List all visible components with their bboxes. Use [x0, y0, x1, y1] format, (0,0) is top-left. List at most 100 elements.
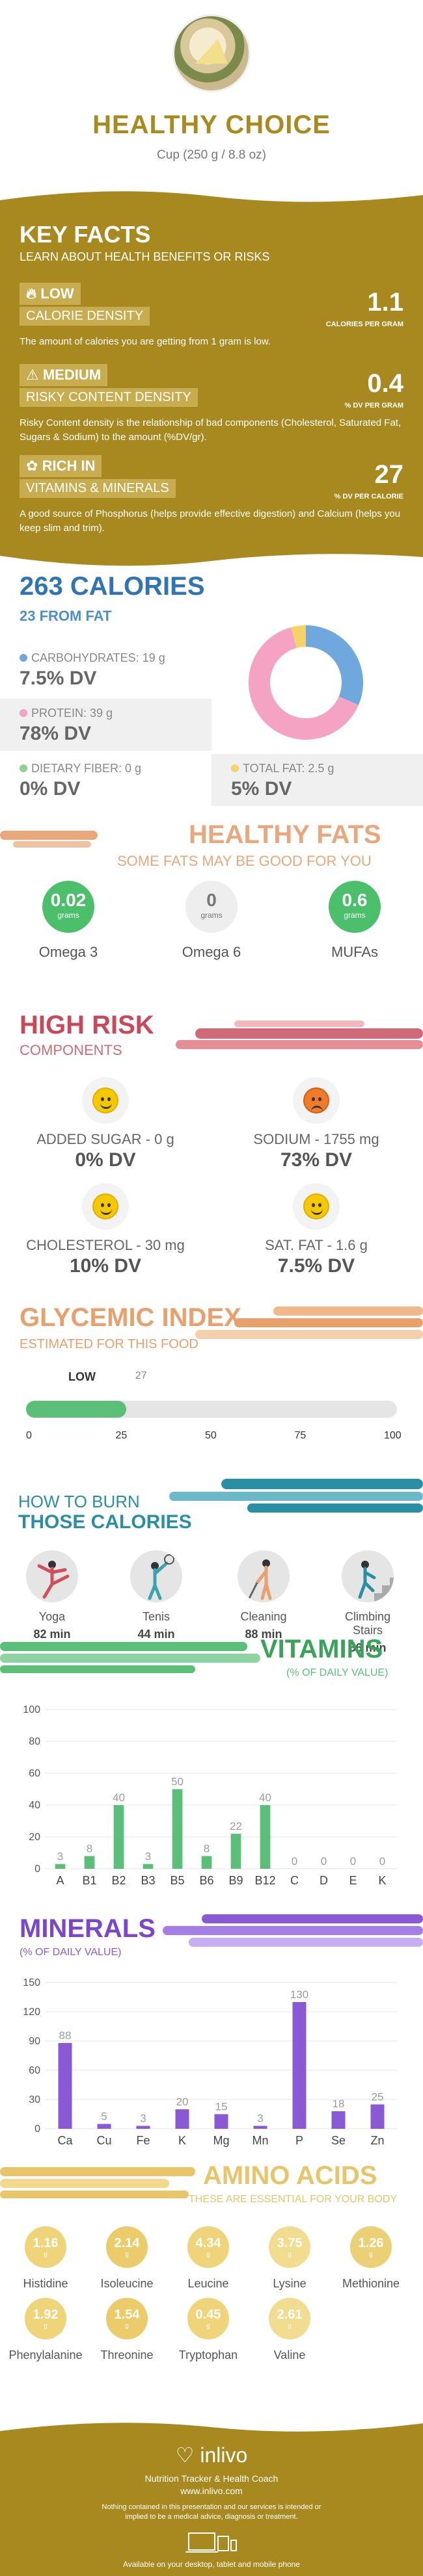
y-tick-label: 150: [23, 1977, 40, 1988]
healthy-fats-subtitle: SOME FATS MAY BE GOOD FOR YOU: [117, 853, 372, 869]
bar-Se: [331, 2111, 346, 2129]
amino-label: Valine: [273, 2348, 306, 2361]
x-tick-label: D: [320, 1874, 328, 1887]
y-tick-label: 0: [34, 2124, 40, 2135]
fact-vitamins-minerals: ✿ RICH IN VITAMINS & MINERALS 27 % DV PE…: [20, 455, 410, 536]
activity-climbing-stairs: Climbing Stairs 56 min: [329, 1550, 407, 1655]
page-title: HEALTHY CHOICE: [92, 111, 331, 139]
y-tick-label: 40: [29, 1800, 40, 1811]
amino-value: 3.75 g: [269, 2226, 310, 2268]
bar-value-label: 40: [113, 1791, 125, 1804]
wave-top: [0, 189, 423, 202]
sat-fat-dv: 7.5% DV: [277, 1255, 355, 1277]
key-facts-title: KEY FACTS: [20, 221, 151, 248]
bar-K: [175, 2109, 189, 2129]
amino-phenylalanine: 1.92 g Phenylalanine: [7, 2298, 85, 2362]
donut-slice-carbs: [306, 625, 363, 705]
omega3-label: Omega 3: [38, 944, 98, 960]
x-tick-label: Zn: [370, 2134, 384, 2147]
footer-disclaimer: Nothing contained in this presentation a…: [102, 2503, 321, 2521]
fact-calorie-density: 🔥︎ LOW CALORIE DENSITY 1.1 CALORIES PER …: [20, 283, 410, 349]
glycemic-tick: 100: [384, 1430, 402, 1441]
x-tick-label: B12: [254, 1874, 275, 1887]
bar-value-label: 0: [292, 1855, 297, 1867]
bar-Ca: [58, 2043, 72, 2129]
amino-value: 1.26 g: [350, 2226, 392, 2268]
glycemic-decor: [195, 1307, 423, 1339]
carbs-dot: [20, 654, 27, 662]
header: HEALTHY CHOICE Cup (250 g / 8.8 oz): [0, 0, 423, 163]
minerals-title: MINERALS: [20, 1914, 156, 1943]
bar-value-label: 18: [333, 2098, 345, 2110]
fact-value: 1.1: [367, 288, 403, 317]
nutrient-dv: 5% DV: [231, 778, 292, 800]
serving-size: Cup (250 g / 8.8 oz): [157, 148, 266, 162]
happy-face-icon: [82, 1183, 129, 1230]
happy-face-icon: [293, 1183, 340, 1230]
x-tick-label: E: [349, 1874, 357, 1887]
omega6-value: 0 grams: [185, 881, 238, 933]
bar-value-label: 5: [101, 2111, 107, 2123]
added-sugar-dv: 0% DV: [75, 1149, 136, 1171]
nutrient-fiber: DIETARY FIBER: 0 g 0% DV: [0, 754, 212, 806]
vitamins-title: VITAMINS: [260, 1635, 383, 1663]
sodium-dv: 73% DV: [280, 1149, 353, 1171]
leaf-icon: ✿: [26, 458, 38, 474]
amino-subtitle: THESE ARE ESSENTIAL FOR YOUR BODY: [189, 2194, 398, 2205]
bar-value-label: 3: [140, 2113, 146, 2125]
x-tick-label: K: [378, 1874, 386, 1887]
mufas-value: 0.6 grams: [329, 881, 381, 933]
fiber-dot: [20, 764, 27, 772]
fact-level: 🔥︎ LOW: [20, 283, 81, 305]
protein-dot: [20, 709, 27, 717]
amino-value: 2.61 g: [269, 2298, 310, 2339]
glycemic-title: GLYCEMIC INDEX: [20, 1303, 241, 1332]
amino-value: 1.54 g: [106, 2298, 148, 2339]
food-image: [172, 14, 251, 92]
y-tick-label: 60: [29, 1768, 40, 1779]
amino-title: AMINO ACIDS: [203, 2161, 377, 2190]
bar-Mn: [253, 2126, 267, 2129]
minerals-decor: [163, 1914, 423, 1947]
happy-face-icon: [82, 1077, 129, 1124]
x-tick-label: Mg: [213, 2134, 229, 2147]
x-tick-label: B2: [111, 1874, 126, 1887]
bar-Mg: [214, 2114, 228, 2129]
x-tick-label: Cu: [96, 2134, 111, 2147]
burn-title-2: THOSE CALORIES: [18, 1511, 192, 1533]
bar-value-label: 130: [290, 1988, 308, 2001]
amino-label: Tryptophan: [178, 2348, 238, 2361]
amino-value: 1.92 g: [25, 2298, 66, 2339]
burn-title-1: HOW TO BURN: [18, 1492, 140, 1511]
bar-value-label: 22: [230, 1820, 242, 1832]
glycemic-tick: 75: [294, 1430, 307, 1441]
x-tick-label: B6: [199, 1874, 213, 1887]
x-tick-label: B9: [228, 1874, 243, 1887]
amino-lysine: 3.75 g Lysine: [251, 2226, 329, 2291]
fact-description: A good source of Phosphorus (helps provi…: [20, 508, 401, 534]
glycemic-subtitle: ESTIMATED FOR THIS FOOD: [20, 1337, 198, 1351]
fact-value: 0.4: [367, 369, 403, 398]
amino-isoleucine: 2.14 g Isoleucine: [88, 2226, 166, 2291]
wave-bottom: [0, 554, 423, 569]
cholesterol-dv: 10% DV: [69, 1255, 142, 1277]
x-tick-label: P: [295, 2134, 303, 2147]
mufas-label: MUFAs: [331, 944, 379, 960]
footer-url[interactable]: www.inlivo.com: [180, 2486, 243, 2496]
amino-label: Leucine: [187, 2277, 229, 2290]
glycemic-tick: 25: [115, 1430, 128, 1441]
fact-label: CALORIE DENSITY: [20, 307, 150, 326]
amino-label: Methionine: [342, 2277, 400, 2290]
fact-label: RISKY CONTENT DENSITY: [20, 388, 198, 407]
bar-value-label: 0: [321, 1855, 327, 1867]
heart-icon: ♡: [175, 2443, 195, 2467]
activity-yoga: Yoga 82 min: [13, 1550, 91, 1641]
footer-wave: [0, 2418, 423, 2432]
amino-label: Phenylalanine: [8, 2348, 83, 2361]
tennis-icon: [130, 1550, 182, 1602]
x-tick-label: Ca: [57, 2134, 73, 2147]
fact-label: VITAMINS & MINERALS: [20, 479, 176, 498]
healthy-fats-title: HEALTHY FATS: [189, 820, 381, 849]
amino-threonine: 1.54 g Threonine: [88, 2298, 166, 2362]
vitamins-bar-chart: 0 20 40 60 80 100 3 A 8 B1 40 B2 3 B3 50 B5 8 B6 22 B9 40 B12…: [23, 1704, 397, 1887]
